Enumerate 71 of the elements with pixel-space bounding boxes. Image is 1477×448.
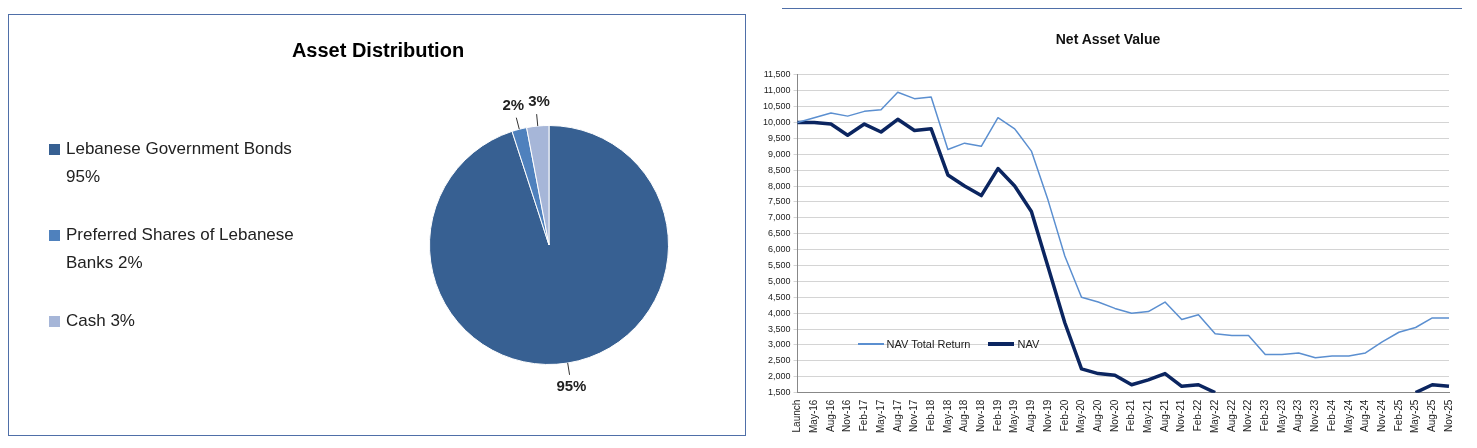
y-tick-label: 4,500 xyxy=(768,291,791,302)
legend-label: NAV Total Return xyxy=(886,337,971,350)
x-tick-label: Nov-20 xyxy=(1108,399,1120,432)
legend-label: Preferred Shares of Lebanese Banks 2% xyxy=(66,224,295,274)
x-tick-label: Aug-22 xyxy=(1225,399,1237,432)
y-tick-label: 6,000 xyxy=(768,244,791,255)
x-tick-label: Feb-17 xyxy=(858,399,870,432)
y-tick-label: 7,500 xyxy=(768,196,791,207)
x-tick-label: Nov-25 xyxy=(1442,399,1454,432)
x-tick-label: May-17 xyxy=(874,399,886,434)
y-tick-label: 3,500 xyxy=(768,323,791,334)
y-tick-label: 11,000 xyxy=(763,85,791,96)
x-tick-label: May-24 xyxy=(1342,399,1354,434)
x-tick-label: May-22 xyxy=(1208,399,1220,434)
chart-title: Net Asset Value xyxy=(1055,31,1161,48)
x-tick-label: Aug-19 xyxy=(1025,399,1037,432)
x-tick-label: Aug-16 xyxy=(824,399,836,432)
y-tick-label: 8,000 xyxy=(768,180,791,191)
y-tick-label: 8,500 xyxy=(768,164,791,175)
x-tick-label: May-23 xyxy=(1275,399,1287,434)
x-tick-label: Aug-17 xyxy=(891,399,903,432)
data-label: 3% xyxy=(528,92,550,110)
x-tick-label: Feb-23 xyxy=(1259,399,1270,432)
y-tick-label: 5,500 xyxy=(768,260,791,270)
x-tick-label: May-20 xyxy=(1075,399,1087,434)
y-tick-label: 9,000 xyxy=(768,148,791,159)
chart-title: Asset Distribution xyxy=(290,39,466,62)
y-tick-label: 1,500 xyxy=(768,387,791,398)
y-tick-label: 4,000 xyxy=(768,307,791,318)
x-tick-label: Nov-19 xyxy=(1041,399,1053,432)
legend-label: NAV xyxy=(1017,337,1040,350)
x-tick-label: Feb-18 xyxy=(924,399,936,432)
x-tick-label: Nov-18 xyxy=(975,399,987,432)
x-tick-label: May-19 xyxy=(1008,399,1020,434)
x-tick-label: Aug-25 xyxy=(1426,399,1438,432)
x-tick-label: Nov-22 xyxy=(1242,399,1254,432)
x-tick-label: May-16 xyxy=(807,399,819,434)
x-tick-label: Feb-22 xyxy=(1192,399,1204,432)
x-tick-label: Aug-21 xyxy=(1158,399,1170,432)
x-tick-label: Aug-24 xyxy=(1359,399,1371,432)
data-label: 95% xyxy=(556,376,587,394)
data-label: 2% xyxy=(502,96,525,114)
x-tick-label: Aug-23 xyxy=(1292,399,1304,432)
y-tick-label: 5,000 xyxy=(768,275,791,286)
x-tick-label: Feb-24 xyxy=(1325,399,1337,432)
x-tick-label: Feb-19 xyxy=(991,399,1003,432)
x-tick-label: May-18 xyxy=(941,399,953,434)
legend-label: Cash 3% xyxy=(66,310,135,332)
y-tick-label: 2,500 xyxy=(768,355,791,366)
x-tick-label: Aug-18 xyxy=(958,399,970,432)
x-tick-label: Nov-23 xyxy=(1309,399,1321,432)
y-tick-label: 10,500 xyxy=(763,101,791,112)
y-tick-label: 3,000 xyxy=(768,339,791,350)
x-tick-label: Nov-17 xyxy=(908,399,920,432)
y-tick-label: 6,500 xyxy=(768,228,791,239)
y-tick-label: 2,000 xyxy=(768,371,791,382)
x-tick-label: Launch xyxy=(791,399,803,433)
y-tick-label: 7,000 xyxy=(768,212,791,223)
x-tick-label: Nov-24 xyxy=(1375,399,1387,432)
x-tick-label: May-25 xyxy=(1409,399,1421,434)
x-tick-label: Aug-20 xyxy=(1091,399,1103,432)
x-tick-label: Nov-16 xyxy=(841,399,853,432)
x-tick-label: May-21 xyxy=(1142,399,1154,434)
x-tick-label: Feb-20 xyxy=(1058,399,1070,432)
y-tick-label: 9,500 xyxy=(768,132,791,143)
y-tick-label: 11,500 xyxy=(763,69,791,80)
x-tick-label: Feb-25 xyxy=(1392,399,1404,432)
y-tick-label: 10,000 xyxy=(763,116,791,127)
x-tick-label: Feb-21 xyxy=(1125,399,1137,432)
x-tick-label: Nov-21 xyxy=(1175,399,1187,432)
legend-label: Lebanese Government Bonds 95% xyxy=(66,138,293,188)
